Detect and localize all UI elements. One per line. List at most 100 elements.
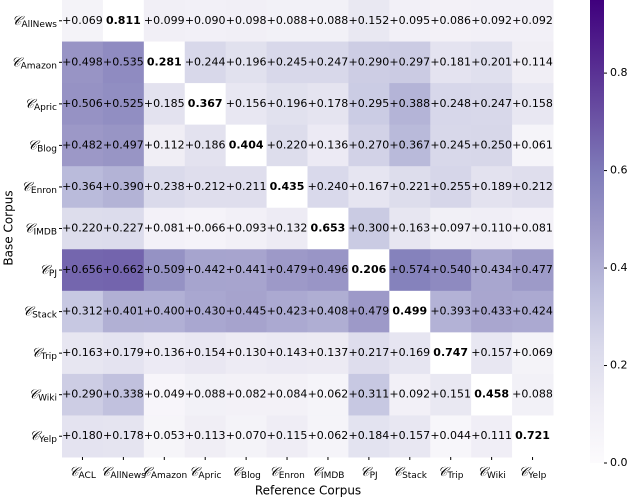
heatmap-cell <box>102 0 145 43</box>
cell-label: +0.097 <box>430 222 471 235</box>
heatmap-cell <box>471 124 513 167</box>
heatmap-cell <box>430 415 472 458</box>
cell-label: 0.206 <box>351 263 386 276</box>
cell-label: +0.400 <box>144 305 185 318</box>
heatmap-cell <box>348 415 390 458</box>
cell-label: +0.388 <box>389 97 430 110</box>
heatmap-cell <box>102 373 145 416</box>
cell-label: +0.311 <box>349 388 390 401</box>
heatmap-cell <box>225 290 268 333</box>
heatmap-cell <box>389 415 431 458</box>
x-tick-label: 𝒞ACL <box>69 465 96 481</box>
cell-label: +0.090 <box>185 14 226 27</box>
heatmap-cell <box>184 41 227 84</box>
cell-label: +0.156 <box>226 97 267 110</box>
cell-label: +0.092 <box>389 388 430 401</box>
cell-label: +0.157 <box>389 429 430 442</box>
heatmap-cell <box>307 41 349 84</box>
cell-label: +0.217 <box>349 346 390 359</box>
label-subscript: Stack <box>402 471 428 481</box>
heatmap-cell <box>62 249 104 292</box>
label-subscript: Enron <box>279 471 305 481</box>
heatmap-cell <box>184 83 227 126</box>
cell-label: +0.295 <box>349 97 390 110</box>
heatmap-cell <box>143 41 186 84</box>
cell-label: +0.364 <box>62 180 103 193</box>
cell-label: +0.212 <box>185 180 226 193</box>
heatmap-cell <box>348 83 390 126</box>
cell-label: +0.151 <box>430 388 471 401</box>
colorbar-tick-label: 0.4 <box>610 261 628 274</box>
heatmap-cell <box>143 83 186 126</box>
heatmap-cell <box>307 207 349 250</box>
x-axis-title: Reference Corpus <box>255 484 361 498</box>
heatmap-cell <box>430 207 472 250</box>
cell-label: +0.115 <box>267 429 308 442</box>
heatmap-cell <box>430 83 472 126</box>
heatmap-cell <box>184 0 227 43</box>
heatmap-cell <box>307 415 349 458</box>
cell-label: +0.178 <box>103 429 144 442</box>
cell-label: 0.721 <box>515 429 550 442</box>
x-tick-label: 𝒞Apric <box>189 465 222 481</box>
label-subscript: Amazon <box>151 471 187 481</box>
cell-label: +0.662 <box>103 263 144 276</box>
heatmap-cell <box>143 249 186 292</box>
heatmap-cell <box>225 41 268 84</box>
heatmap-cell <box>225 207 268 250</box>
heatmap-cell <box>389 249 431 292</box>
heatmap-cell <box>102 290 145 333</box>
cell-label: +0.535 <box>103 55 144 68</box>
heatmap-cell <box>143 415 186 458</box>
cell-label: +0.221 <box>389 180 430 193</box>
heatmap-cell <box>512 83 554 126</box>
heatmap-cell <box>266 249 308 292</box>
cell-label: +0.179 <box>103 346 144 359</box>
heatmap-cell <box>307 332 349 375</box>
cell-label: +0.479 <box>349 305 390 318</box>
heatmap-cell <box>430 0 472 43</box>
cell-label: +0.111 <box>471 429 512 442</box>
x-tick-label: 𝒞IMDB <box>311 465 344 481</box>
heatmap-cell <box>143 207 186 250</box>
y-tick-label: 𝒞Yelp <box>29 429 57 445</box>
cell-label: +0.196 <box>226 55 267 68</box>
heatmap-cell <box>389 83 431 126</box>
y-tick-label: 𝒞Trip <box>31 346 57 362</box>
cell-label: +0.497 <box>103 138 144 151</box>
cell-label: +0.062 <box>308 429 349 442</box>
label-subscript: Trip <box>446 471 463 481</box>
heatmap-cell <box>225 83 268 126</box>
cell-label: +0.061 <box>512 138 553 151</box>
heatmap-cell <box>307 0 349 43</box>
heatmap-cell <box>389 0 431 43</box>
cell-label: +0.163 <box>389 222 430 235</box>
heatmap-cell <box>348 124 390 167</box>
heatmap-cell <box>184 124 227 167</box>
heatmap-cell <box>184 207 227 250</box>
cell-label: 0.458 <box>474 388 509 401</box>
heatmap-cell <box>307 166 349 209</box>
heatmap-cell <box>430 41 472 84</box>
y-tick-label: 𝒞Stack <box>23 304 58 320</box>
heatmap-cell <box>225 124 268 167</box>
cell-label: +0.082 <box>226 388 267 401</box>
heatmap-cell <box>307 249 349 292</box>
heatmap-cell <box>225 332 268 375</box>
heatmap-cell <box>512 124 554 167</box>
heatmap-cell <box>512 290 554 333</box>
heatmap-cell <box>471 290 513 333</box>
cell-label: +0.238 <box>144 180 185 193</box>
heatmap-cell <box>307 373 349 416</box>
label-subscript: AllNews <box>22 19 58 29</box>
heatmap-cell <box>225 249 268 292</box>
heatmap-cell <box>266 0 308 43</box>
cell-label: +0.185 <box>144 97 185 110</box>
heatmap-cell <box>512 41 554 84</box>
cell-label: +0.408 <box>308 305 349 318</box>
heatmap-cell <box>471 166 513 209</box>
heatmap-cell <box>389 124 431 167</box>
x-tick-label: 𝒞Trip <box>438 465 464 481</box>
label-subscript: Yelp <box>527 471 546 481</box>
